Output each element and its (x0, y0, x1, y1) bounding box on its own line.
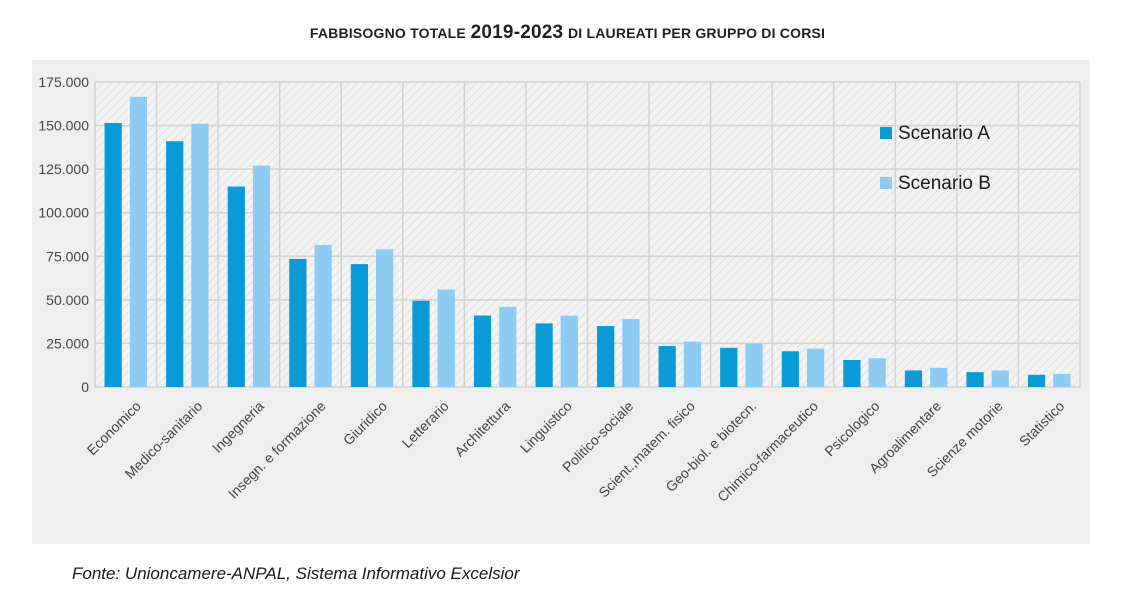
title-years: 2019-2023 (470, 22, 564, 43)
legend-swatch-scenario-b (880, 177, 892, 189)
y-tick-label: 150.000 (38, 118, 89, 134)
y-tick-label: 125.000 (38, 161, 89, 177)
y-tick-label: 25.000 (46, 335, 89, 351)
bar-scenario-a (166, 141, 184, 387)
bar-scenario-b (499, 306, 517, 387)
y-tick-label: 50.000 (46, 292, 89, 308)
bar-scenario-b (991, 370, 1009, 387)
x-tick-label: Giuridico (340, 398, 391, 449)
source-note: Fonte: Unioncamere-ANPAL, Sistema Inform… (72, 564, 520, 583)
y-tick-label: 0 (81, 379, 89, 395)
x-tick-label: Psicologico (821, 398, 883, 460)
bar-scenario-b (622, 319, 640, 387)
bar-scenario-b (129, 96, 148, 388)
title-part2: di laureati per gruppo di corsi (567, 25, 826, 41)
x-tick-label: Statistico (1016, 398, 1068, 450)
bar-scenario-b (437, 289, 455, 387)
legend-swatch-scenario-a (880, 127, 892, 139)
bar-scenario-b (376, 249, 394, 387)
bar-scenario-a (720, 347, 738, 387)
bar-scenario-a (904, 370, 923, 387)
x-tick-label: Letterario (399, 398, 452, 451)
bar-scenario-b (560, 315, 578, 387)
y-tick-label: 100.000 (38, 205, 89, 221)
bar-scenario-a (473, 315, 492, 387)
bar-scenario-a (412, 300, 430, 387)
bar-scenario-a (781, 351, 799, 387)
bar-scenario-b (314, 244, 332, 387)
x-tick-label: Linguistico (517, 398, 575, 456)
bar-scenario-a (1027, 374, 1046, 387)
bar-scenario-a (289, 258, 307, 387)
bar-scenario-a (535, 323, 553, 387)
x-tick-label: Architettura (451, 398, 513, 460)
bar-scenario-b (1053, 373, 1071, 387)
chart-panel: 0 25.000 50.000 75.000 100.000 125.000 150.000… (32, 60, 1090, 544)
bar-scenario-a (227, 186, 245, 387)
bar-scenario-a (597, 326, 615, 387)
chart-title: Fabbisogno totale 2019-2023 di laureati … (0, 22, 1135, 44)
bar-scenario-b (806, 348, 825, 387)
legend-label-scenario-b: Scenario B (898, 173, 991, 194)
bar-scenario-b (868, 358, 886, 387)
x-tick-label: Economico (84, 398, 144, 458)
bar-scenario-a (350, 264, 369, 387)
bar-scenario-a (966, 372, 984, 387)
bar-scenario-b (252, 165, 271, 387)
bar-scenario-a (843, 359, 861, 387)
bar-scenario-a (104, 122, 122, 387)
legend-label-scenario-a: Scenario A (898, 123, 990, 144)
bar-scenario-b (745, 343, 763, 387)
bar-chart: 0 25.000 50.000 75.000 100.000 125.000 150.000… (38, 74, 1081, 505)
bar-scenario-b (930, 367, 948, 387)
y-tick-label: 75.000 (46, 248, 89, 264)
title-part1: Fabbisogno totale (309, 25, 466, 41)
y-tick-label: 175.000 (38, 74, 89, 90)
x-tick-label: Ingegneria (209, 398, 267, 456)
bar-scenario-b (683, 341, 702, 387)
x-tick-label: Chimico-farmaceutico (714, 398, 821, 505)
bar-scenario-a (658, 346, 676, 387)
bar-scenario-b (191, 123, 209, 388)
